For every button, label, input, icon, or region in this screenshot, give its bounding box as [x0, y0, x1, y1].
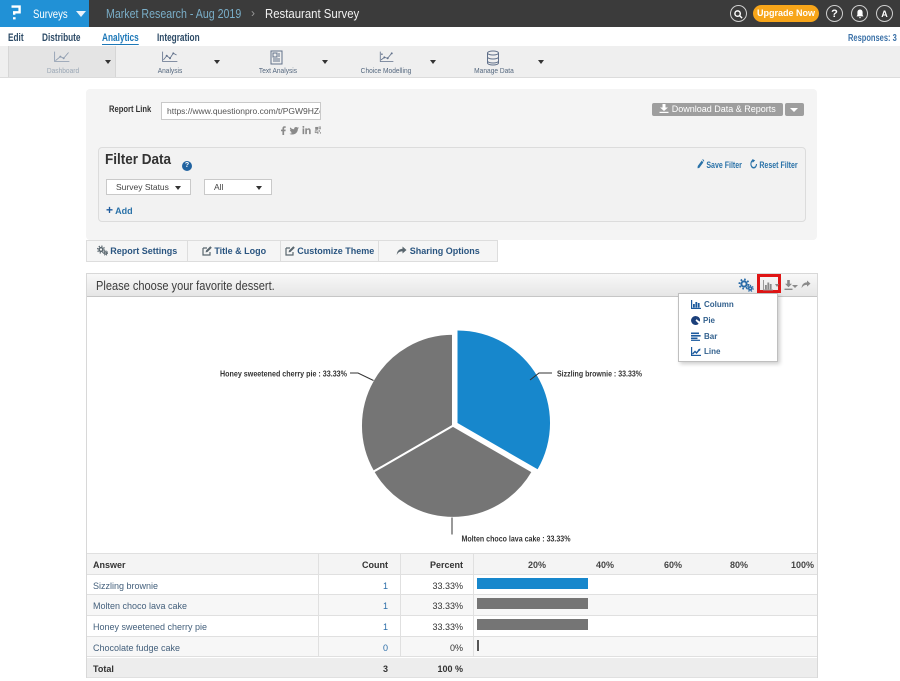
svg-text:Sizzling brownie : 33.33%: Sizzling brownie : 33.33%	[557, 369, 642, 379]
svg-text:Molten choco lava cake : 33.33: Molten choco lava cake : 33.33%	[462, 534, 571, 544]
svg-text:Honey sweetened cherry pie : 3: Honey sweetened cherry pie : 33.33%	[220, 369, 347, 379]
